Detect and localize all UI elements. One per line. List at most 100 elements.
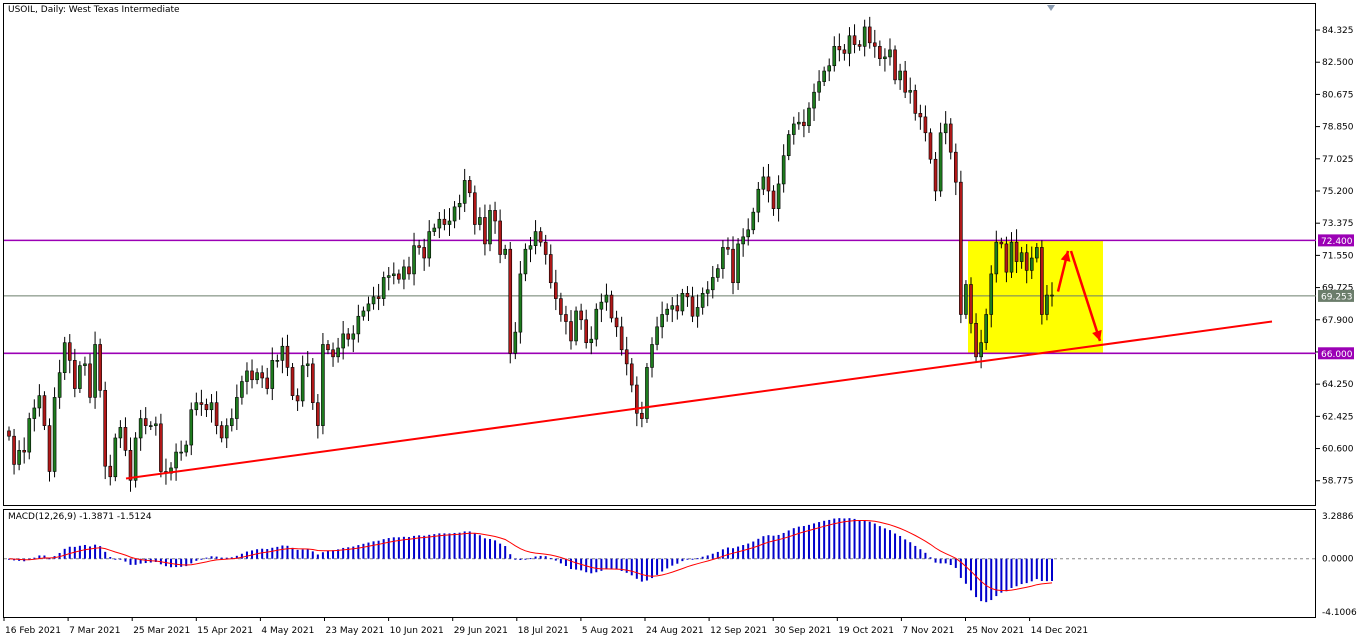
macd-bar [170, 558, 173, 568]
macd-bar [630, 558, 633, 576]
candle [1050, 282, 1054, 307]
chart-shift-icon[interactable] [1047, 5, 1055, 11]
macd-bar [711, 553, 714, 559]
candle [660, 301, 664, 339]
macd-bar [914, 545, 917, 559]
candle-body [310, 363, 315, 403]
candle-body [42, 395, 47, 426]
macd-bar [382, 539, 385, 559]
date-label: 18 Jul 2021 [518, 626, 569, 636]
candle [716, 264, 720, 282]
macd-bar [802, 526, 805, 559]
candle-body [300, 365, 305, 402]
macd-bar [828, 519, 831, 559]
macd-bar [969, 558, 972, 591]
candle [756, 181, 761, 223]
macd-bar [306, 549, 309, 559]
candle [726, 237, 730, 256]
trendline-layer [125, 320, 1273, 480]
candle-body [1050, 294, 1054, 297]
price-tick-label: 82.500 [1322, 58, 1354, 68]
support-badge: 66.000 [1318, 347, 1354, 360]
candle-body [402, 266, 406, 280]
macd-bar [347, 547, 350, 559]
macd-axis: 3.2886 0.0000 -4.1006 [1322, 512, 1357, 618]
candle-body [199, 402, 204, 405]
macd-bar [514, 558, 517, 560]
macd-bar [656, 558, 659, 575]
candle [599, 293, 604, 323]
macd-bar [671, 558, 674, 566]
candle-body [705, 289, 710, 294]
candle [548, 244, 553, 289]
macd-bar [144, 558, 147, 564]
candle-body [954, 151, 958, 183]
candle-body [508, 248, 513, 354]
macd-bar [423, 535, 426, 559]
candle [83, 356, 87, 376]
macd-bar [494, 540, 497, 559]
candle [184, 440, 189, 457]
candle [437, 211, 442, 239]
candle-body [123, 427, 128, 451]
macd-bar [878, 526, 881, 559]
candle-body [143, 418, 148, 426]
candle-body [488, 210, 492, 245]
candle [285, 334, 290, 377]
candle [148, 421, 153, 431]
macd-bar [625, 558, 628, 573]
macd-bar [645, 558, 648, 581]
candle [118, 420, 123, 449]
macd-bar [716, 551, 719, 559]
candle-body [407, 266, 411, 275]
candle [543, 234, 548, 265]
candle-body [847, 35, 852, 54]
candle-body [447, 220, 452, 225]
candle [321, 333, 325, 435]
candle-body [336, 347, 340, 358]
macd-bar [954, 558, 957, 568]
candle-body [128, 450, 133, 481]
candle-body [341, 333, 345, 349]
macd-bar [134, 558, 137, 565]
candle [265, 367, 270, 395]
macd-bar [78, 545, 81, 559]
candle-body [543, 241, 548, 255]
macd-bar [119, 558, 122, 560]
candle-body [457, 203, 462, 208]
candle-body [351, 333, 356, 340]
macd-bar [676, 558, 679, 564]
candle [27, 412, 32, 460]
candle-body [331, 349, 335, 358]
candle-body [1019, 252, 1024, 262]
candle [194, 392, 199, 416]
candle-body [518, 273, 523, 333]
date-label: 23 May 2021 [326, 626, 385, 636]
price-tick-label: 62.425 [1322, 412, 1354, 422]
candle-body [240, 381, 244, 398]
macd-bar [38, 555, 41, 559]
candle-body [959, 181, 963, 315]
candle-body [184, 444, 189, 453]
price-tick-label: 73.375 [1322, 219, 1354, 229]
candle [700, 287, 705, 315]
macd-bar [407, 537, 410, 559]
candle-body [113, 437, 118, 478]
macd-bar [73, 546, 76, 559]
macd-bar [529, 558, 532, 560]
candle-body [154, 423, 158, 426]
candle [376, 283, 381, 311]
candle-body [984, 314, 988, 344]
candle [974, 313, 978, 363]
candle-body [83, 363, 87, 366]
macd-bar [620, 558, 623, 571]
macd-bar [762, 536, 765, 559]
candle [923, 105, 928, 142]
macd-bar [154, 558, 157, 562]
macd-bar [757, 538, 760, 559]
candle [878, 40, 882, 66]
candle-body [974, 322, 978, 358]
macd-bar [286, 545, 289, 559]
candle-body [872, 42, 877, 47]
candle [832, 36, 837, 72]
